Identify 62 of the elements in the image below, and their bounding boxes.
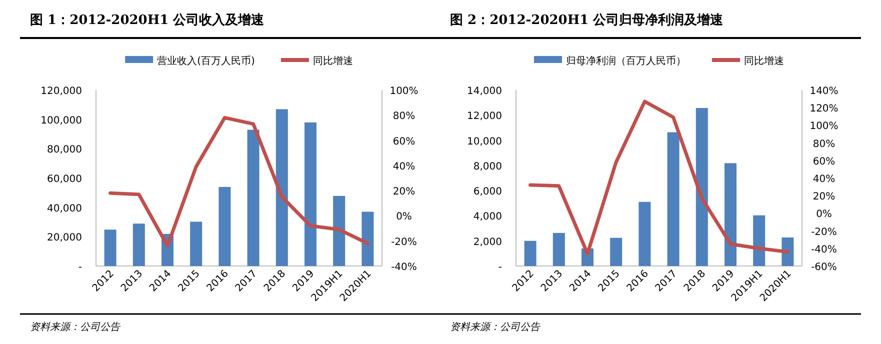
chart-title: 图 1：2012-2020H1 公司收入及增速 bbox=[30, 12, 266, 28]
y2-tick-label: 80% bbox=[392, 111, 416, 122]
y2-tick-label: 20% bbox=[392, 186, 416, 198]
bar bbox=[724, 163, 737, 266]
y-tick-label: 40,000 bbox=[47, 203, 82, 214]
y-tick-label: 6,000 bbox=[473, 186, 502, 198]
y2-tick-label: 0% bbox=[816, 209, 832, 220]
y-tick-label: 120,000 bbox=[40, 86, 82, 97]
y2-tick-label: -40% bbox=[811, 244, 837, 256]
y2-tick-label: 120% bbox=[810, 104, 838, 115]
bar bbox=[190, 222, 202, 266]
chart-title: 图 2：2012-2020H1 公司归母净利润及增速 bbox=[450, 12, 724, 28]
legend-label: 同比增速 bbox=[744, 55, 784, 67]
y-tick-label: 14,000 bbox=[467, 86, 502, 97]
y-tick-label: 80,000 bbox=[47, 144, 82, 156]
y-tick-label: 10,000 bbox=[467, 136, 502, 148]
y2-tick-label: 100% bbox=[390, 86, 418, 97]
y-tick-label: 4,000 bbox=[473, 212, 502, 223]
y-tick-label: 60,000 bbox=[47, 174, 82, 185]
y2-tick-label: 40% bbox=[392, 161, 416, 172]
bar bbox=[333, 196, 346, 266]
y2-tick-label: 0% bbox=[396, 212, 412, 223]
bar bbox=[304, 122, 317, 266]
y-tick-label: 20,000 bbox=[47, 232, 82, 244]
y2-tick-label: -20% bbox=[811, 226, 837, 238]
y2-tick-label: 100% bbox=[810, 121, 838, 132]
y2-tick-label: 60% bbox=[392, 136, 416, 148]
bar bbox=[276, 109, 288, 266]
text: 资料来源：公司公告 bbox=[30, 321, 121, 333]
bar bbox=[104, 230, 116, 266]
text: 资料来源：公司公告 bbox=[450, 321, 541, 333]
bar bbox=[638, 202, 651, 266]
bar bbox=[552, 232, 565, 266]
bar bbox=[753, 215, 766, 266]
bar bbox=[696, 108, 708, 266]
legend-label: 归母净利润（百万人民币） bbox=[566, 55, 686, 67]
legend-label: 营业收入(百万人民币) bbox=[157, 55, 255, 67]
y2-tick-label: 140% bbox=[810, 86, 838, 97]
y-tick-label: 8,000 bbox=[473, 161, 502, 172]
y-tick-label: - bbox=[78, 262, 82, 273]
y2-tick-label: -40% bbox=[391, 262, 417, 273]
y-tick-label: 2,000 bbox=[473, 236, 502, 248]
y-tick-label: 100,000 bbox=[40, 115, 82, 126]
bar bbox=[782, 237, 794, 266]
bar bbox=[218, 186, 231, 266]
y2-tick-label: 40% bbox=[812, 174, 836, 185]
y-tick-label: 12,000 bbox=[467, 111, 502, 122]
y2-tick-label: 80% bbox=[812, 138, 836, 150]
bar bbox=[524, 240, 536, 266]
bar bbox=[362, 212, 374, 266]
line-series bbox=[108, 116, 370, 248]
y-tick-label: - bbox=[498, 262, 502, 273]
y2-tick-label: 60% bbox=[812, 156, 836, 168]
line-series bbox=[528, 100, 790, 256]
legend-label: 同比增速 bbox=[312, 55, 353, 67]
bar bbox=[247, 130, 260, 266]
bar bbox=[667, 132, 680, 266]
bar bbox=[610, 238, 622, 266]
bar bbox=[132, 224, 145, 266]
y2-tick-label: -60% bbox=[811, 262, 837, 273]
y2-tick-label: 20% bbox=[812, 192, 836, 203]
y2-tick-label: -20% bbox=[391, 236, 417, 248]
